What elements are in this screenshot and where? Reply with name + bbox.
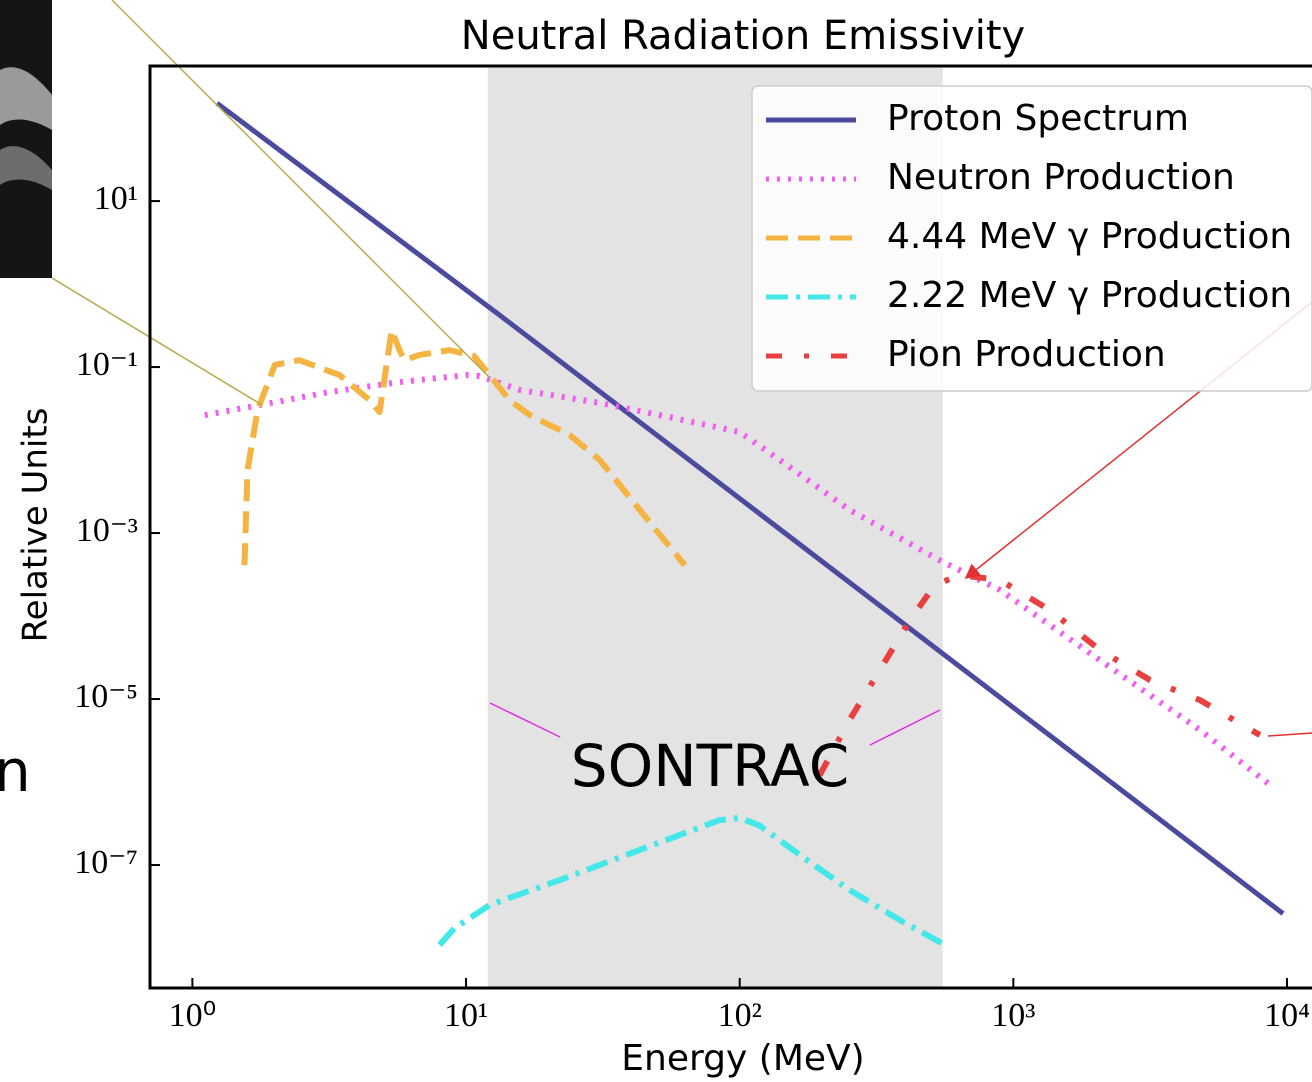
- callout-line: [111, 0, 491, 379]
- series-line: [204, 372, 1272, 788]
- x-tick-label: 10²: [718, 997, 762, 1034]
- y-tick-label: 10¹: [94, 180, 138, 217]
- legend: Proton Spectrum Neutron Production 4.44 Me…: [751, 85, 1312, 392]
- legend-label: 2.22 MeV γ Production: [887, 275, 1292, 316]
- legend-label: 4.44 MeV γ Production: [887, 216, 1292, 257]
- photo: [0, 0, 52, 278]
- callout-line: [489, 702, 561, 738]
- y-tick-label: 10⁻¹: [76, 346, 138, 383]
- x-tick-label: 10⁴: [1264, 997, 1310, 1034]
- chart-title: Neutral Radiation Emissivity: [461, 13, 1025, 59]
- plot-frame: [148, 64, 1312, 990]
- series-line: [241, 327, 688, 568]
- legend-box: [751, 85, 1312, 392]
- region-label: SONTRAC: [571, 732, 849, 800]
- x-tick-label: 10⁰: [169, 997, 217, 1034]
- y-tick-label: 10⁻⁵: [74, 678, 138, 715]
- legend-label: Pion Production: [887, 334, 1166, 375]
- callout-line: [51, 277, 263, 406]
- slide-text-fragment: n: [0, 737, 31, 805]
- series-line: [215, 101, 1285, 916]
- y-axis-label: Relative Units: [16, 408, 56, 643]
- y-tick-label: 10⁻⁷: [74, 844, 138, 881]
- x-tick-label: 10¹: [444, 997, 488, 1034]
- y-tick-label: 10⁻³: [76, 512, 138, 549]
- callout-line: [1267, 732, 1312, 737]
- legend-label: Proton Spectrum: [887, 98, 1189, 139]
- series-line: [437, 814, 947, 948]
- x-tick-label: 10³: [991, 997, 1035, 1034]
- legend-label: Neutron Production: [887, 157, 1235, 198]
- callout-line: [869, 709, 941, 746]
- x-axis-label: Energy (MeV): [621, 1038, 864, 1079]
